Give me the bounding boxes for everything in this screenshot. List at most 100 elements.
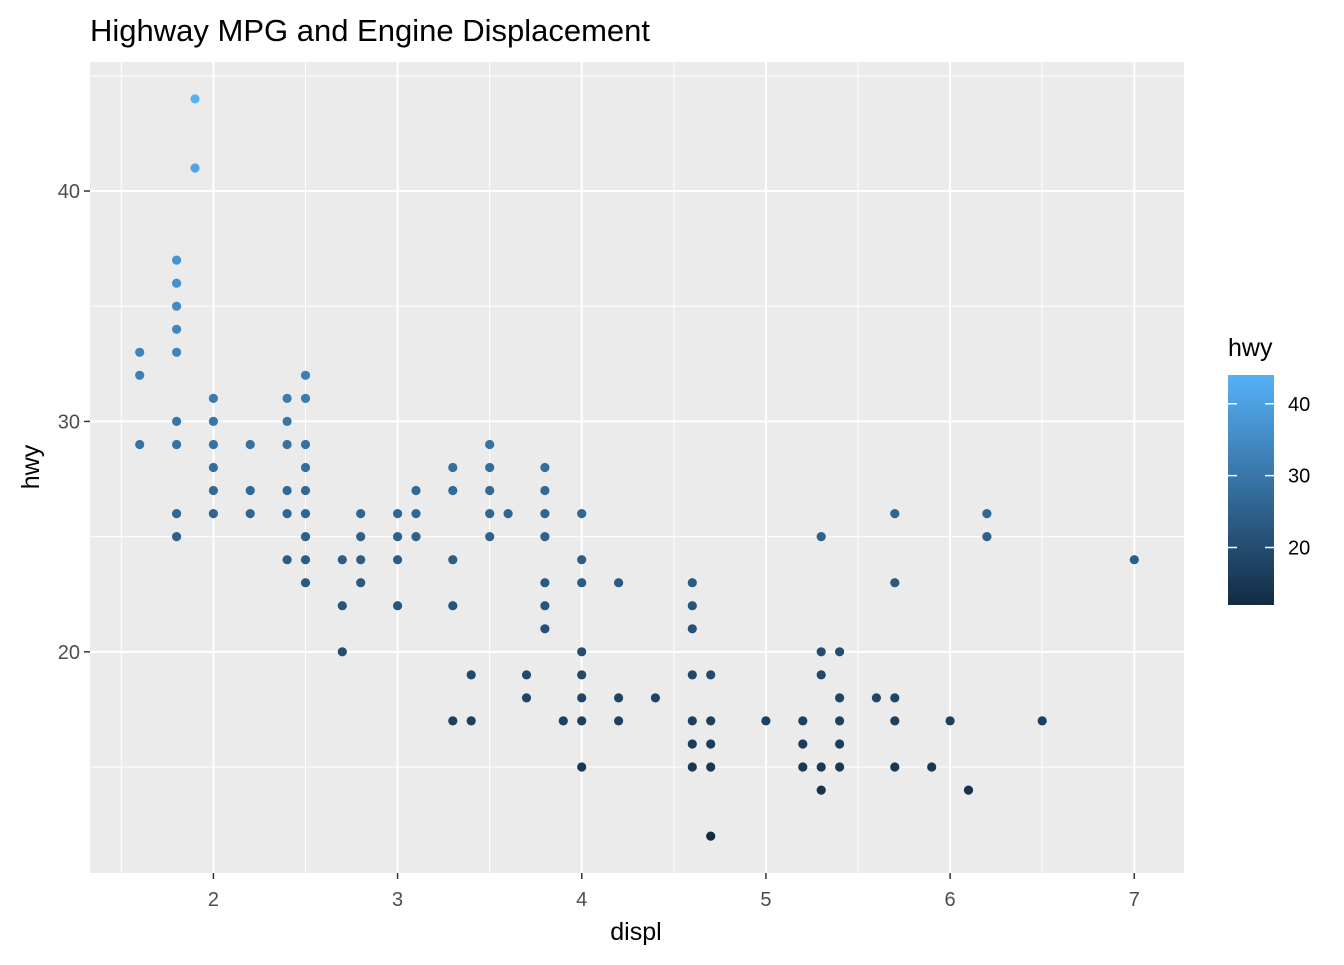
data-point: [393, 555, 403, 565]
legend-tick-label: 30: [1288, 466, 1310, 488]
data-point: [485, 532, 495, 542]
x-tick-label: 4: [576, 889, 587, 911]
plot-panel: [90, 62, 1184, 873]
data-point: [577, 762, 587, 772]
data-point: [466, 716, 476, 726]
data-point: [945, 716, 955, 726]
data-point: [448, 485, 458, 496]
data-point: [245, 439, 255, 450]
data-point: [687, 670, 697, 680]
data-point: [890, 508, 900, 519]
data-point: [300, 508, 311, 519]
x-tick-label: 6: [945, 889, 956, 911]
data-point: [540, 485, 550, 496]
data-point: [448, 462, 458, 473]
data-point: [337, 555, 347, 565]
data-point: [337, 647, 347, 657]
data-point: [208, 416, 218, 426]
data-point: [208, 485, 218, 496]
data-point: [521, 693, 532, 703]
data-point: [521, 670, 532, 680]
data-point: [282, 555, 292, 565]
data-point: [485, 462, 495, 473]
data-point: [356, 508, 366, 519]
data-point: [816, 785, 826, 795]
y-axis: 20 30 40: [58, 181, 90, 664]
data-point: [190, 163, 200, 173]
data-point: [687, 624, 697, 634]
data-point: [1037, 716, 1047, 726]
data-point: [963, 785, 974, 795]
data-point: [890, 762, 900, 772]
data-point: [890, 693, 900, 703]
data-point: [871, 693, 882, 703]
data-point: [540, 624, 550, 634]
data-point: [706, 739, 716, 749]
data-points: [135, 94, 1139, 841]
data-point: [614, 716, 624, 726]
legend-title: hwy: [1228, 334, 1273, 362]
data-point: [540, 508, 550, 519]
data-point: [448, 716, 458, 726]
data-point: [687, 739, 697, 749]
data-point: [172, 508, 182, 519]
data-point: [245, 508, 255, 519]
data-point: [577, 555, 587, 565]
y-tick-label: 30: [58, 411, 80, 433]
data-point: [135, 347, 145, 357]
data-point: [393, 601, 403, 611]
data-point: [411, 532, 421, 542]
y-axis-label: hwy: [17, 444, 45, 489]
data-point: [540, 532, 550, 542]
data-point: [282, 416, 292, 426]
data-point: [208, 462, 218, 473]
data-point: [687, 716, 697, 726]
data-point: [687, 762, 697, 772]
data-point: [411, 508, 421, 519]
data-point: [208, 508, 218, 519]
data-point: [706, 762, 716, 772]
data-point: [798, 716, 808, 726]
data-point: [761, 716, 771, 726]
x-tick-label: 7: [1129, 889, 1140, 911]
data-point: [982, 508, 992, 519]
data-point: [540, 462, 550, 473]
major-gridlines: [90, 62, 1184, 873]
data-point: [393, 508, 403, 519]
data-point: [540, 578, 550, 588]
data-point: [356, 532, 366, 542]
data-point: [706, 716, 716, 726]
data-point: [890, 578, 900, 588]
data-point: [577, 647, 587, 657]
legend-colorbar: [1228, 375, 1274, 605]
x-tick-label: 2: [208, 889, 219, 911]
data-point: [300, 555, 311, 565]
data-point: [816, 762, 826, 772]
data-point: [577, 716, 587, 726]
data-point: [172, 416, 182, 426]
data-point: [393, 532, 403, 542]
data-point: [503, 508, 513, 519]
x-axis: 2 3 4 5 6 7: [208, 873, 1140, 911]
data-point: [798, 739, 808, 749]
data-point: [558, 716, 568, 726]
data-point: [282, 508, 292, 519]
data-point: [282, 439, 292, 450]
data-point: [577, 578, 587, 588]
data-point: [300, 370, 311, 380]
data-point: [816, 647, 826, 657]
data-point: [245, 485, 255, 496]
y-tick-label: 20: [58, 642, 80, 664]
data-point: [300, 532, 311, 542]
data-point: [466, 670, 476, 680]
data-point: [172, 532, 182, 542]
data-point: [614, 693, 624, 703]
data-point: [356, 578, 366, 588]
data-point: [890, 716, 900, 726]
data-point: [982, 532, 992, 542]
data-point: [614, 578, 624, 588]
data-point: [835, 739, 845, 749]
data-point: [485, 485, 495, 496]
data-point: [835, 716, 845, 726]
